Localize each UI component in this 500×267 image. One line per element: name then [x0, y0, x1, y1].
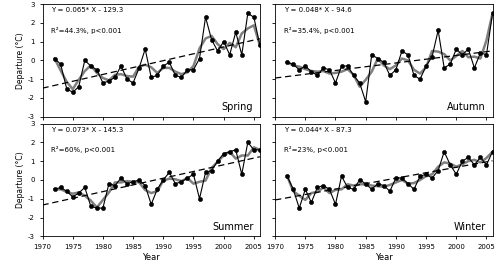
Text: Spring: Spring	[222, 102, 254, 112]
Text: Autumn: Autumn	[447, 102, 486, 112]
Text: R²=44.3%, p<0.001: R²=44.3%, p<0.001	[51, 26, 122, 34]
Text: Y = 0.073* X - 145.3: Y = 0.073* X - 145.3	[51, 127, 124, 133]
Text: R²=35.4%, p<0.001: R²=35.4%, p<0.001	[284, 26, 354, 34]
Text: R²=23%, p<0.001: R²=23%, p<0.001	[284, 146, 348, 153]
Text: R²=60%, p<0.001: R²=60%, p<0.001	[51, 146, 116, 153]
Text: Summer: Summer	[212, 222, 254, 232]
Text: Y = 0.065* X - 129.3: Y = 0.065* X - 129.3	[51, 7, 124, 13]
X-axis label: Year: Year	[142, 253, 160, 262]
Text: Y = 0.048* X - 94.6: Y = 0.048* X - 94.6	[284, 7, 352, 13]
X-axis label: Year: Year	[375, 253, 392, 262]
Text: Winter: Winter	[454, 222, 486, 232]
Y-axis label: Departure (°C): Departure (°C)	[16, 32, 25, 89]
Y-axis label: Departure (°C): Departure (°C)	[16, 152, 25, 208]
Text: Y = 0.044* X - 87.3: Y = 0.044* X - 87.3	[284, 127, 352, 133]
